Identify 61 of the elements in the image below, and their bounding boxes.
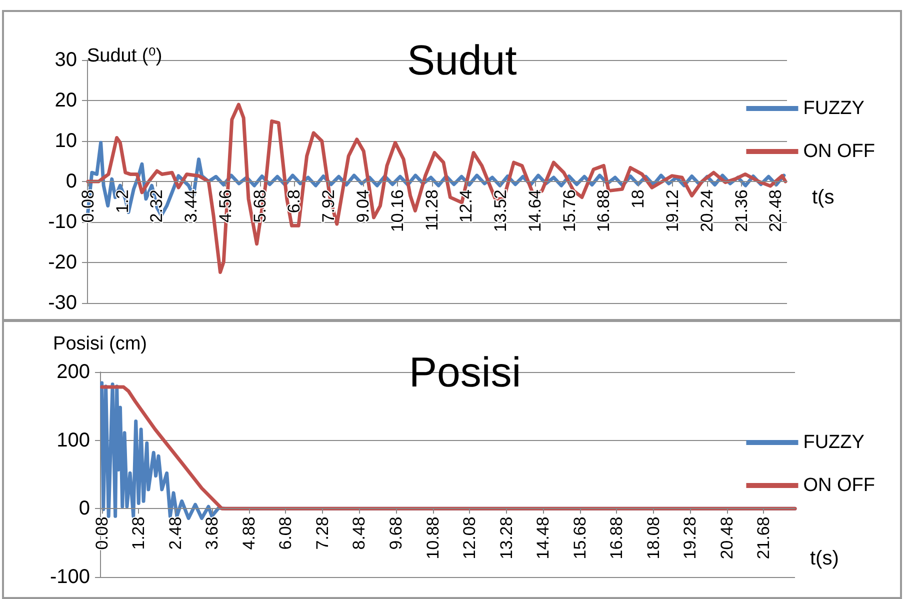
x-tick-label: 18 xyxy=(628,190,648,208)
x-tick-label: 8.48 xyxy=(350,516,369,550)
chart-title: Sudut xyxy=(407,36,518,84)
x-tick-label: 3.68 xyxy=(202,516,222,550)
y-tick-label: -10 xyxy=(48,211,77,233)
y-axis-title: Sudut (⁰) xyxy=(87,46,162,66)
x-tick-label: 10.88 xyxy=(423,516,442,560)
x-axis-title: t(s) xyxy=(810,548,839,570)
x-tick-label: 18.08 xyxy=(644,516,663,560)
y-tick-label: 30 xyxy=(54,49,77,71)
x-tick-label: 14.48 xyxy=(534,516,553,560)
x-tick-label: 12.08 xyxy=(460,516,480,560)
legend-label: ON OFF xyxy=(803,141,876,162)
y-tick-label: -100 xyxy=(50,566,90,588)
y-tick-label: 0 xyxy=(66,170,77,192)
x-tick-label: 9.04 xyxy=(354,190,373,223)
y-tick-label: 0 xyxy=(78,498,90,520)
x-tick-label: 19.12 xyxy=(662,190,682,232)
x-tick-label: 6.8 xyxy=(284,190,304,214)
x-tick-label: 20.24 xyxy=(697,190,716,232)
x-tick-label: 22.48 xyxy=(766,190,786,232)
x-tick-label: 0.08 xyxy=(92,516,112,550)
y-axis-title: Posisi (cm) xyxy=(53,334,147,355)
y-tick-label: 20 xyxy=(54,90,77,112)
x-tick-label: 6.08 xyxy=(276,516,296,550)
y-tick-label: -30 xyxy=(48,292,77,314)
x-tick-label: 7.28 xyxy=(312,516,332,550)
x-tick-label: 10.16 xyxy=(388,190,407,232)
y-tick-label: -20 xyxy=(48,252,77,274)
x-tick-label: 14.64 xyxy=(525,190,544,232)
x-tick-label: 4.88 xyxy=(239,516,258,550)
x-tick-label: 4.56 xyxy=(216,190,235,223)
x-tick-label: 1.28 xyxy=(129,516,148,550)
x-tick-label: 13.28 xyxy=(496,516,516,560)
legend-label: FUZZY xyxy=(803,98,865,119)
x-tick-label: 12.4 xyxy=(456,190,476,223)
x-axis-title: t(s xyxy=(812,186,834,208)
x-tick-label: 16.88 xyxy=(607,516,626,560)
x-tick-label: 2.48 xyxy=(166,516,185,550)
x-tick-label: 3.44 xyxy=(182,190,201,223)
x-tick-label: 1.2 xyxy=(112,190,132,214)
x-tick-label: 20.48 xyxy=(717,516,736,560)
x-tick-label: 0.08 xyxy=(78,190,98,223)
x-tick-label: 19.28 xyxy=(680,516,700,560)
x-tick-label: 7.92 xyxy=(319,190,338,223)
legend-label: ON OFF xyxy=(803,475,876,496)
x-tick-label: 9.68 xyxy=(386,516,406,550)
legend-label: FUZZY xyxy=(803,432,865,453)
y-tick-label: 200 xyxy=(56,361,90,383)
x-tick-label: 2.32 xyxy=(147,190,166,223)
x-tick-label: 21.68 xyxy=(754,516,774,560)
x-tick-label: 5.68 xyxy=(250,190,270,223)
x-tick-label: 15.68 xyxy=(570,516,590,560)
x-tick-label: 13.52 xyxy=(491,190,510,232)
chart-title: Posisi xyxy=(409,348,522,396)
x-tick-label: 16.88 xyxy=(594,190,614,232)
x-tick-label: 11.28 xyxy=(422,190,442,231)
y-tick-label: 10 xyxy=(54,130,77,152)
x-tick-label: 21.36 xyxy=(732,190,751,232)
y-tick-label: 100 xyxy=(56,429,90,452)
x-tick-label: 15.76 xyxy=(560,190,579,232)
